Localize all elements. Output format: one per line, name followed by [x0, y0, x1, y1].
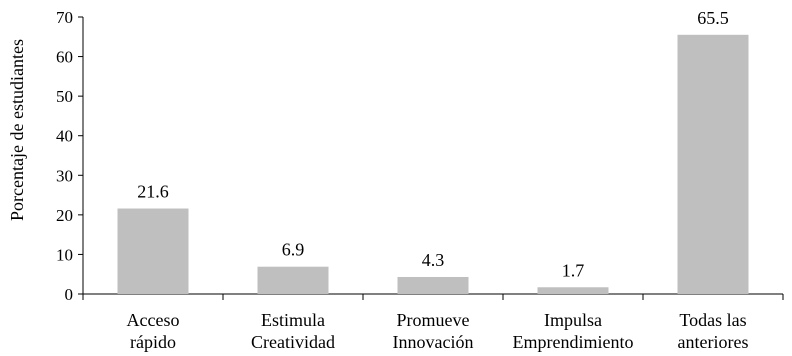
y-tick-label: 60: [56, 48, 73, 67]
data-label: 65.5: [697, 8, 729, 28]
x-axis: [82, 293, 784, 300]
y-tick-label: 40: [56, 127, 73, 146]
y-tick-label: 30: [56, 166, 73, 185]
y-tick-label: 70: [56, 8, 73, 27]
data-label: 4.3: [422, 250, 445, 270]
bar: [537, 287, 609, 294]
category-label: Promueve Innovación: [393, 310, 474, 352]
y-axis: 0 10 20 30 40 50 60 70: [56, 8, 84, 304]
y-tick-label: 0: [65, 285, 74, 304]
category-label: Impulsa Emprendimiento: [513, 310, 634, 352]
data-label: 1.7: [562, 260, 585, 280]
y-tick-label: 50: [56, 87, 73, 106]
y-tick-label: 10: [56, 245, 73, 264]
y-axis-title: Porcentaje de estudiantes: [7, 39, 27, 221]
data-label: 21.6: [137, 182, 169, 202]
data-label: 6.9: [282, 240, 305, 260]
category-label: Estimula Creatividad: [251, 310, 335, 352]
bars: [117, 34, 749, 295]
category-labels: Acceso rápido Estimula Creatividad Promueve I…: [127, 310, 749, 352]
bar: [257, 266, 329, 294]
category-label: Acceso rápido: [127, 310, 180, 352]
y-tick-label: 20: [56, 206, 73, 225]
bar: [117, 208, 189, 294]
bar: [397, 276, 469, 294]
data-labels: 21.6 6.9 4.3 1.7 65.5: [137, 8, 729, 280]
category-label: Todas las anteriores: [678, 310, 749, 352]
bar: [677, 34, 749, 295]
